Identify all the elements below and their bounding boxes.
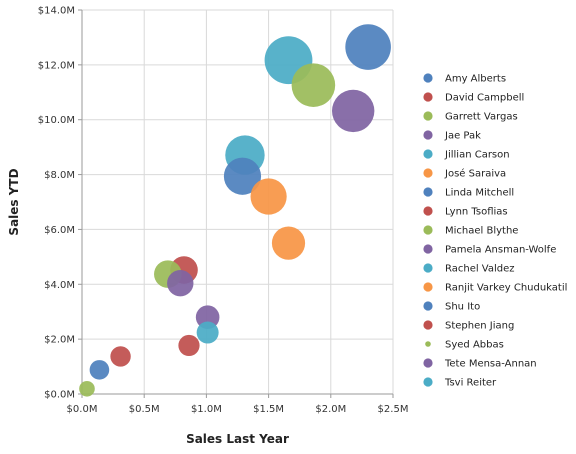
- y-axis-title: Sales YTD: [7, 168, 21, 235]
- legend-label: Jae Pak: [444, 131, 481, 142]
- x-tick-label: $0.0M: [67, 404, 98, 415]
- legend-item-pamela-ansman-wolfe[interactable]: Pamela Ansman-Wolfe: [423, 244, 556, 256]
- y-tick-label: $6.0M: [44, 225, 75, 236]
- x-axis-title: Sales Last Year: [186, 432, 289, 446]
- legend-item-garrett-vargas[interactable]: Garrett Vargas: [423, 111, 518, 123]
- legend-marker: [423, 168, 433, 178]
- bubble-rachel-valdez[interactable]: [196, 321, 219, 344]
- legend-label: Linda Mitchell: [445, 188, 514, 199]
- legend-item-lynn-tsoflias[interactable]: Lynn Tsoflias: [423, 206, 508, 218]
- legend-item-syed-abbas[interactable]: Syed Abbas: [425, 340, 504, 351]
- legend-marker: [423, 206, 433, 216]
- legend-label: Rachel Valdez: [445, 264, 515, 275]
- legend-marker: [423, 263, 433, 273]
- legend-label: Stephen Jiang: [445, 321, 514, 332]
- axes: $0.0M $0.5M $1.0M $1.5M $2.0M $2.5M $0.0M $2.0M…: [38, 6, 409, 416]
- bubble-stephen-jiang[interactable]: [178, 334, 200, 357]
- bubble-lynn-tsoflias[interactable]: [110, 346, 131, 367]
- legend-marker: [423, 301, 433, 311]
- gridlines: [81, 9, 394, 395]
- x-tick-label: $2.0M: [315, 404, 346, 415]
- bubble-syed-abbas[interactable]: [79, 380, 95, 397]
- legend-label: Lynn Tsoflias: [445, 207, 508, 218]
- legend-marker: [423, 111, 433, 121]
- bubbles: [79, 24, 391, 397]
- legend-label: David Campbell: [445, 93, 524, 104]
- bubble-tete-mensa-annan[interactable]: [167, 269, 194, 297]
- x-tick-label: $2.5M: [378, 404, 409, 415]
- legend-marker: [423, 244, 433, 254]
- legend-item-jose-saraiva[interactable]: José Saraiva: [423, 168, 506, 180]
- bubble-jae-pak[interactable]: [331, 89, 375, 133]
- y-tick-label: $10.0M: [38, 115, 75, 126]
- legend-item-linda-mitchell[interactable]: Linda Mitchell: [423, 187, 514, 199]
- legend-label: Tete Mensa-Annan: [444, 359, 537, 370]
- legend-marker: [423, 320, 433, 330]
- bubble-shu-ito[interactable]: [223, 157, 262, 195]
- legend-label: Tsvi Reiter: [444, 378, 497, 389]
- y-tick-label: $8.0M: [44, 170, 75, 181]
- legend-marker: [423, 149, 433, 159]
- legend-label: Shu Ito: [445, 302, 480, 313]
- legend-item-ranjit-varkey-chudukatil[interactable]: Ranjit Varkey Chudukatil: [423, 282, 567, 294]
- y-tick-label: $2.0M: [44, 335, 75, 346]
- legend-marker: [423, 377, 433, 387]
- legend-marker: [423, 225, 433, 235]
- bubble-linda-mitchell[interactable]: [345, 24, 391, 70]
- legend-marker: [423, 358, 433, 368]
- legend-item-michael-blythe[interactable]: Michael Blythe: [423, 225, 518, 237]
- bubble-pamela-ansman-wolfe[interactable]: [195, 305, 220, 330]
- bubble-garrett-vargas[interactable]: [291, 63, 336, 107]
- legend-label: Michael Blythe: [445, 226, 518, 237]
- legend-marker: [423, 73, 433, 83]
- x-tick-label: $1.0M: [191, 404, 222, 415]
- legend-marker: [423, 282, 433, 292]
- y-tick-label: $4.0M: [44, 280, 75, 291]
- legend-item-david-campbell[interactable]: David Campbell: [423, 92, 524, 104]
- legend-label: Ranjit Varkey Chudukatil: [445, 283, 567, 294]
- legend-label: Jillian Carson: [444, 150, 510, 161]
- legend-label: Syed Abbas: [445, 340, 504, 351]
- x-tick-label: $0.5M: [129, 404, 160, 415]
- legend-marker: [425, 341, 431, 347]
- legend-marker: [423, 187, 433, 197]
- legend-item-stephen-jiang[interactable]: Stephen Jiang: [423, 320, 514, 332]
- legend-item-rachel-valdez[interactable]: Rachel Valdez: [423, 263, 515, 275]
- legend-item-tsvi-reiter[interactable]: Tsvi Reiter: [423, 377, 497, 389]
- legend-marker: [423, 130, 433, 140]
- legend-item-jae-pak[interactable]: Jae Pak: [423, 130, 481, 142]
- legend-marker: [423, 92, 433, 102]
- legend-item-tete-mensa-annan[interactable]: Tete Mensa-Annan: [423, 358, 537, 370]
- bubble-ranjit-varkey-chudukatil[interactable]: [271, 226, 306, 260]
- legend-label: Garrett Vargas: [445, 112, 518, 123]
- legend-label: José Saraiva: [444, 168, 506, 180]
- x-tick-label: $1.5M: [253, 404, 284, 415]
- y-tick-label: $14.0M: [38, 6, 75, 17]
- y-tick-label: $0.0M: [44, 390, 75, 401]
- legend-label: Amy Alberts: [445, 74, 506, 85]
- legend-item-jillian-carson[interactable]: Jillian Carson: [423, 149, 510, 161]
- legend-item-amy-alberts[interactable]: Amy Alberts: [423, 73, 506, 85]
- bubble-jose-saraiva[interactable]: [250, 178, 287, 215]
- legend: Amy Alberts David Campbell Garrett Vargas J…: [423, 73, 567, 389]
- legend-item-shu-ito[interactable]: Shu Ito: [423, 301, 480, 313]
- y-tick-label: $12.0M: [38, 60, 75, 71]
- bubble-amy-alberts[interactable]: [89, 360, 110, 380]
- legend-label: Pamela Ansman-Wolfe: [445, 245, 556, 256]
